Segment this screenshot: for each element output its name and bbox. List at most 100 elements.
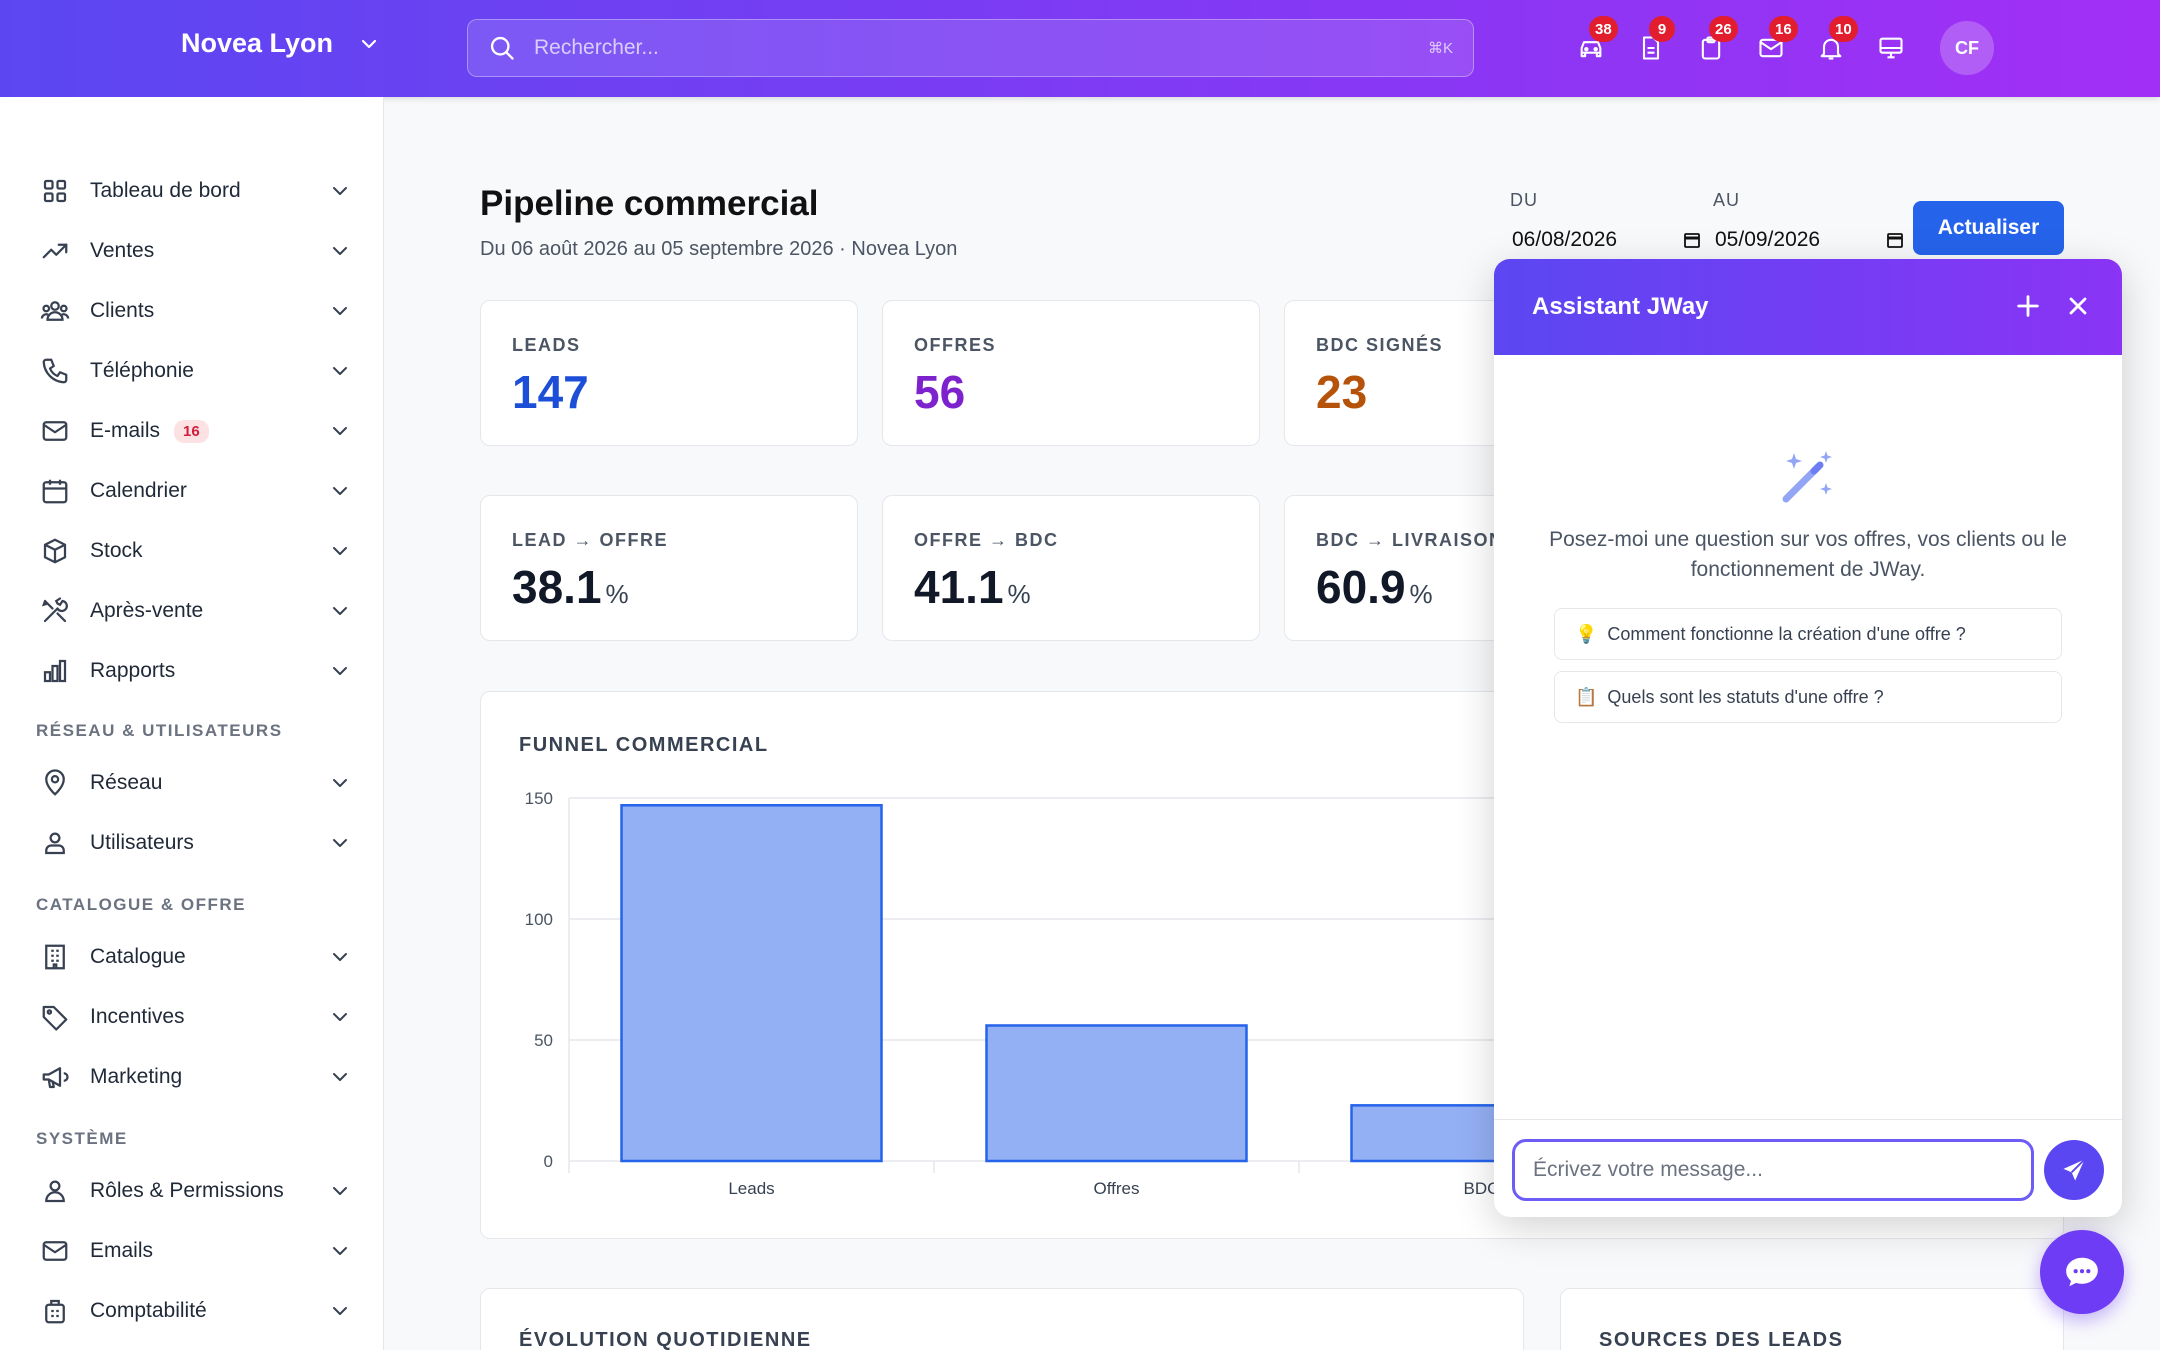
- chevron-down-icon: [333, 487, 347, 495]
- search-bar[interactable]: Rechercher... ⌘K: [467, 19, 1474, 77]
- sidebar-item-label: Incentives: [90, 1005, 185, 1028]
- building-icon: [45, 944, 65, 970]
- car-badge: 38: [1589, 16, 1618, 42]
- bar-leads: [620, 804, 883, 1163]
- rate-label: BDC → LIVRAISON: [1316, 530, 1504, 550]
- send-icon: [2063, 1158, 2086, 1181]
- chevron-down-icon: [333, 547, 347, 555]
- sidebar-item-label: Tableau de bord: [90, 179, 241, 202]
- kpi-card-leads: LEADS 147: [480, 300, 858, 446]
- bell-icon-button[interactable]: 10: [1815, 16, 1858, 68]
- sidebar: Tableau de bord Ventes Clients Téléphoni…: [0, 97, 384, 1350]
- sidebar-item-telephony[interactable]: Téléphonie: [40, 351, 350, 391]
- sources-title: SOURCES DES LEADS: [1599, 1329, 1844, 1350]
- sidebar-item-emails[interactable]: E-mails 16: [40, 411, 350, 451]
- chevron-down-icon: [333, 953, 347, 961]
- sidebar-item-marketing[interactable]: Marketing: [40, 1057, 350, 1097]
- tag-icon: [42, 1005, 68, 1031]
- search-input[interactable]: Rechercher...: [534, 36, 659, 59]
- sidebar-item-reports[interactable]: Rapports: [40, 651, 350, 691]
- kpi-label: OFFRES: [914, 335, 997, 355]
- sidebar-item-users[interactable]: Utilisateurs: [40, 823, 350, 863]
- kpi-label: LEADS: [512, 335, 581, 355]
- brand-selector[interactable]: Novea Lyon: [181, 28, 379, 59]
- update-button[interactable]: Actualiser: [1913, 201, 2064, 255]
- date-to-value: 05/09/2026: [1715, 228, 1821, 251]
- sidebar-item-clients[interactable]: Clients: [40, 291, 350, 331]
- close-icon[interactable]: [2064, 292, 2092, 320]
- sidebar-item-catalog[interactable]: Catalogue: [40, 937, 350, 977]
- monitor-icon-button[interactable]: [1875, 28, 1907, 68]
- daily-evolution-panel: ÉVOLUTION QUOTIDIENNE: [480, 1288, 1524, 1350]
- chevron-down-icon: [333, 667, 347, 675]
- suggestion-offer-statuses[interactable]: 📋 Quels sont les statuts d'une offre ?: [1554, 671, 2062, 723]
- chevron-down-icon: [333, 187, 347, 195]
- mail-icon-button[interactable]: 16: [1755, 16, 1798, 68]
- suggestion-text: Comment fonctionne la création d'une off…: [1607, 623, 1966, 644]
- plus-icon[interactable]: [2014, 292, 2042, 320]
- sidebar-item-label: Calendrier: [90, 479, 187, 502]
- sidebar-item-label: Marketing: [90, 1065, 183, 1088]
- x-tick-label: Offres: [1094, 1179, 1140, 1198]
- suggestion-offer-creation[interactable]: 💡 Comment fonctionne la création d'une o…: [1554, 608, 2062, 660]
- rate-value: 41.1%: [914, 561, 1031, 613]
- sidebar-item-sales[interactable]: Ventes: [40, 231, 350, 271]
- monitor-icon: [1879, 37, 1903, 59]
- kpi-label: BDC SIGNÉS: [1316, 335, 1444, 355]
- sidebar-item-label: Utilisateurs: [90, 831, 194, 854]
- chat-header: Assistant JWay: [1494, 259, 2122, 355]
- date-to-label: AU: [1713, 190, 1741, 210]
- sidebar-item-network[interactable]: Réseau: [40, 763, 350, 803]
- sidebar-item-after-sales[interactable]: Après-vente: [40, 591, 350, 631]
- sidebar-item-system-emails[interactable]: Emails: [40, 1231, 350, 1271]
- megaphone-icon: [42, 1067, 69, 1089]
- bar-chart-icon: [43, 659, 67, 683]
- y-tick-label: 0: [544, 1152, 553, 1171]
- evolution-title: ÉVOLUTION QUOTIDIENNE: [519, 1329, 812, 1350]
- user-avatar[interactable]: CF: [1940, 21, 1994, 75]
- assistant-chat-panel: Assistant JWay Posez-moi une question su…: [1494, 259, 2122, 1217]
- chat-bubble-icon: [2066, 1257, 2098, 1287]
- users-icon: [40, 301, 70, 321]
- rate-label: LEAD → OFFRE: [512, 530, 668, 550]
- x-tick-label: Leads: [728, 1179, 774, 1198]
- clipboard-icon-button[interactable]: 26: [1695, 16, 1738, 68]
- send-button[interactable]: [2044, 1140, 2104, 1200]
- kpi-value: 147: [512, 366, 589, 418]
- chevron-down-icon: [333, 607, 347, 615]
- map-pin-icon: [45, 769, 65, 796]
- document-icon-button[interactable]: 9: [1635, 16, 1675, 68]
- sidebar-item-stock[interactable]: Stock: [40, 531, 350, 571]
- chat-message-input[interactable]: Écrivez votre message...: [1512, 1139, 2034, 1201]
- chevron-down-icon: [333, 1307, 347, 1315]
- sidebar-item-incentives[interactable]: Incentives: [40, 997, 350, 1037]
- grid-icon: [43, 179, 67, 203]
- date-to-input[interactable]: 05/09/2026: [1715, 222, 1905, 258]
- y-tick-label: 100: [525, 910, 553, 929]
- rate-card-lead-offer: LEAD → OFFRE 38.1%: [480, 495, 858, 641]
- rate-value: 60.9%: [1316, 561, 1433, 613]
- trending-up-icon: [42, 243, 68, 259]
- sidebar-item-label: Téléphonie: [90, 359, 194, 382]
- chat-intro-text: Posez-moi une question sur vos offres, v…: [1549, 528, 2067, 581]
- chat-toggle-button[interactable]: [2040, 1230, 2124, 1314]
- mail-badge: 16: [1769, 16, 1798, 42]
- chat-title: Assistant JWay: [1532, 293, 1709, 320]
- section-catalog-heading: CATALOGUE & OFFRE: [36, 895, 246, 914]
- sidebar-item-roles[interactable]: Rôles & Permissions: [40, 1171, 350, 1211]
- sidebar-item-accounting[interactable]: Comptabilité: [40, 1291, 350, 1331]
- chevron-down-icon: [333, 1013, 347, 1021]
- kpi-value: 56: [914, 366, 966, 418]
- rate-card-offer-bdc: OFFRE → BDC 41.1%: [882, 495, 1260, 641]
- mail-icon: [42, 421, 68, 441]
- date-from-input[interactable]: 06/08/2026: [1512, 222, 1702, 258]
- sidebar-item-calendar[interactable]: Calendrier: [40, 471, 350, 511]
- page-subtitle: Du 06 août 2026 au 05 septembre 2026 · N…: [480, 238, 958, 260]
- clipboard-badge: 26: [1709, 16, 1738, 42]
- sidebar-item-label: Clients: [90, 299, 155, 322]
- sidebar-item-dashboard[interactable]: Tableau de bord: [40, 171, 350, 211]
- car-icon-button[interactable]: 38: [1575, 16, 1618, 68]
- date-from-label: DU: [1510, 190, 1538, 210]
- sidebar-item-label: Stock: [90, 539, 143, 562]
- calculator-icon: [45, 1299, 65, 1324]
